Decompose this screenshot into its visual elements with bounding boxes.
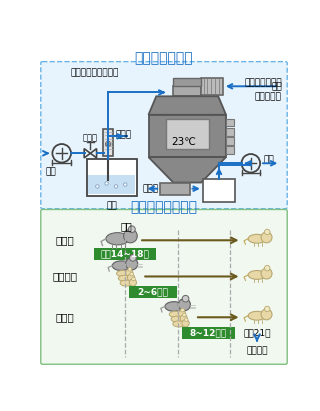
Circle shape xyxy=(127,274,135,281)
Text: 分離器: 分離器 xyxy=(142,184,159,193)
Circle shape xyxy=(130,272,133,276)
Text: 乳仔期: 乳仔期 xyxy=(55,312,74,322)
Bar xyxy=(148,115,226,157)
Circle shape xyxy=(136,236,138,238)
Circle shape xyxy=(124,183,127,186)
Text: 曝露スケジュール: 曝露スケジュール xyxy=(131,200,197,214)
Bar xyxy=(182,326,235,339)
Circle shape xyxy=(106,141,111,147)
Circle shape xyxy=(261,232,272,243)
Circle shape xyxy=(178,310,186,317)
Circle shape xyxy=(126,269,133,277)
Circle shape xyxy=(132,277,135,281)
Circle shape xyxy=(126,258,138,270)
Ellipse shape xyxy=(165,302,183,311)
Circle shape xyxy=(265,266,270,271)
Circle shape xyxy=(129,279,137,286)
Text: 胎仔期: 胎仔期 xyxy=(55,235,74,245)
Ellipse shape xyxy=(120,280,132,286)
Circle shape xyxy=(182,296,189,302)
Circle shape xyxy=(181,308,184,312)
Circle shape xyxy=(114,185,118,188)
Bar xyxy=(173,78,201,85)
Bar xyxy=(226,146,234,154)
FancyBboxPatch shape xyxy=(41,62,287,209)
Text: 試料採取: 試料採取 xyxy=(246,346,268,355)
Polygon shape xyxy=(148,96,226,115)
Circle shape xyxy=(184,318,188,321)
Ellipse shape xyxy=(169,311,181,317)
Circle shape xyxy=(265,306,270,312)
Ellipse shape xyxy=(248,234,266,243)
Text: 8~12日目: 8~12日目 xyxy=(190,328,227,337)
Bar xyxy=(88,175,135,194)
Circle shape xyxy=(265,229,270,235)
Text: ヘパフィルター: ヘパフィルター xyxy=(244,78,282,87)
Text: 23℃: 23℃ xyxy=(171,137,196,147)
Bar xyxy=(94,248,156,260)
Circle shape xyxy=(180,315,188,322)
Circle shape xyxy=(261,268,272,279)
Bar xyxy=(226,137,234,145)
Text: トルエンガス発生器: トルエンガス発生器 xyxy=(70,68,118,77)
Ellipse shape xyxy=(248,270,266,279)
FancyBboxPatch shape xyxy=(41,210,287,364)
Circle shape xyxy=(96,185,99,188)
Text: 2~6日目: 2~6日目 xyxy=(138,287,169,296)
Circle shape xyxy=(182,313,186,317)
Circle shape xyxy=(105,182,108,185)
Bar xyxy=(201,78,223,95)
Bar xyxy=(226,119,234,126)
Ellipse shape xyxy=(173,321,185,327)
Text: バルブ: バルブ xyxy=(83,134,98,142)
Text: 流量計: 流量計 xyxy=(116,130,132,139)
Circle shape xyxy=(128,226,135,233)
Text: 妊娠14~18日: 妊娠14~18日 xyxy=(101,249,150,259)
Text: 排気: 排気 xyxy=(263,155,274,164)
Bar xyxy=(103,129,113,156)
Bar xyxy=(173,85,201,96)
Text: 曝露チャンバー: 曝露チャンバー xyxy=(135,51,193,66)
Circle shape xyxy=(130,254,136,261)
Ellipse shape xyxy=(171,316,183,322)
Text: 出生21日: 出生21日 xyxy=(243,328,271,337)
Circle shape xyxy=(178,299,190,311)
Circle shape xyxy=(128,268,132,271)
Bar xyxy=(160,182,189,195)
Circle shape xyxy=(261,309,272,320)
Bar xyxy=(86,159,137,196)
Text: 新生仔期: 新生仔期 xyxy=(52,272,77,282)
Bar xyxy=(226,128,234,136)
Bar xyxy=(203,179,235,202)
Polygon shape xyxy=(148,157,226,182)
Bar xyxy=(165,119,209,150)
Text: 曝露
チャンバー: 曝露 チャンバー xyxy=(255,82,282,102)
Ellipse shape xyxy=(106,233,129,245)
Text: 水槽: 水槽 xyxy=(106,201,117,210)
Circle shape xyxy=(124,229,137,243)
Ellipse shape xyxy=(118,275,131,281)
Text: 吸気: 吸気 xyxy=(45,167,56,176)
Ellipse shape xyxy=(112,261,131,270)
Ellipse shape xyxy=(116,270,129,277)
Bar xyxy=(129,286,177,298)
Circle shape xyxy=(182,320,189,327)
Text: 出生: 出生 xyxy=(121,222,133,231)
Ellipse shape xyxy=(248,312,266,320)
